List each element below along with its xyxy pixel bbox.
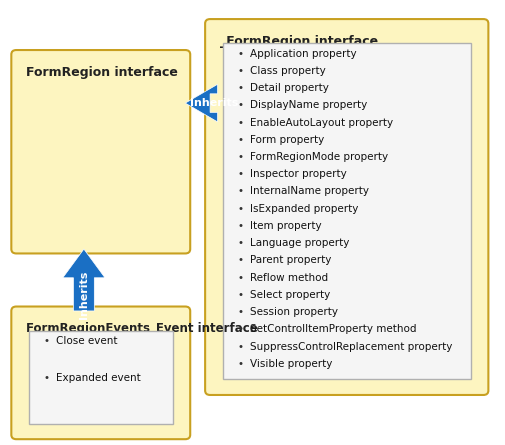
Text: SetControlItemProperty method: SetControlItemProperty method	[249, 324, 416, 334]
FancyBboxPatch shape	[11, 307, 190, 439]
FancyBboxPatch shape	[11, 50, 190, 254]
Text: •: •	[237, 359, 243, 369]
Text: •: •	[43, 336, 49, 346]
Text: DisplayName property: DisplayName property	[249, 100, 366, 110]
Text: •: •	[237, 204, 243, 214]
Text: •: •	[237, 324, 243, 334]
Text: Parent property: Parent property	[249, 255, 331, 265]
Text: Inherits: Inherits	[189, 98, 237, 108]
Text: •: •	[237, 152, 243, 162]
Text: •: •	[237, 238, 243, 248]
Text: EnableAutoLayout property: EnableAutoLayout property	[249, 117, 392, 128]
Polygon shape	[185, 84, 217, 122]
Text: Reflow method: Reflow method	[249, 273, 327, 283]
Text: •: •	[237, 169, 243, 179]
Text: •: •	[237, 290, 243, 300]
Text: •: •	[237, 49, 243, 59]
Text: Inherits: Inherits	[79, 270, 89, 319]
Text: _FormRegion interface: _FormRegion interface	[220, 35, 377, 48]
Text: •: •	[237, 100, 243, 110]
Text: FormRegionEvents_Event interface: FormRegionEvents_Event interface	[26, 322, 258, 335]
Text: •: •	[237, 307, 243, 317]
Text: •: •	[237, 66, 243, 76]
Text: Item property: Item property	[249, 221, 321, 231]
Text: FormRegionMode property: FormRegionMode property	[249, 152, 387, 162]
Text: Language property: Language property	[249, 238, 348, 248]
Polygon shape	[63, 249, 105, 311]
Text: Expanded event: Expanded event	[56, 373, 140, 383]
Text: Select property: Select property	[249, 290, 329, 300]
Text: •: •	[237, 342, 243, 352]
Text: Inspector property: Inspector property	[249, 169, 346, 179]
Text: Class property: Class property	[249, 66, 325, 76]
Text: Form property: Form property	[249, 135, 324, 145]
FancyBboxPatch shape	[29, 331, 173, 424]
FancyBboxPatch shape	[205, 19, 487, 395]
Text: •: •	[43, 373, 49, 383]
Text: IsExpanded property: IsExpanded property	[249, 204, 358, 214]
Text: •: •	[237, 83, 243, 93]
Text: •: •	[237, 221, 243, 231]
Text: Detail property: Detail property	[249, 83, 328, 93]
Text: Application property: Application property	[249, 49, 356, 59]
Text: •: •	[237, 135, 243, 145]
Text: •: •	[237, 273, 243, 283]
Text: FormRegion interface: FormRegion interface	[26, 65, 178, 78]
Text: •: •	[237, 255, 243, 265]
Text: InternalName property: InternalName property	[249, 186, 368, 196]
Text: SuppressControlReplacement property: SuppressControlReplacement property	[249, 342, 451, 352]
FancyBboxPatch shape	[222, 44, 470, 380]
Text: Close event: Close event	[56, 336, 117, 346]
Text: Session property: Session property	[249, 307, 337, 317]
Text: •: •	[237, 186, 243, 196]
Text: •: •	[237, 117, 243, 128]
Text: Visible property: Visible property	[249, 359, 332, 369]
